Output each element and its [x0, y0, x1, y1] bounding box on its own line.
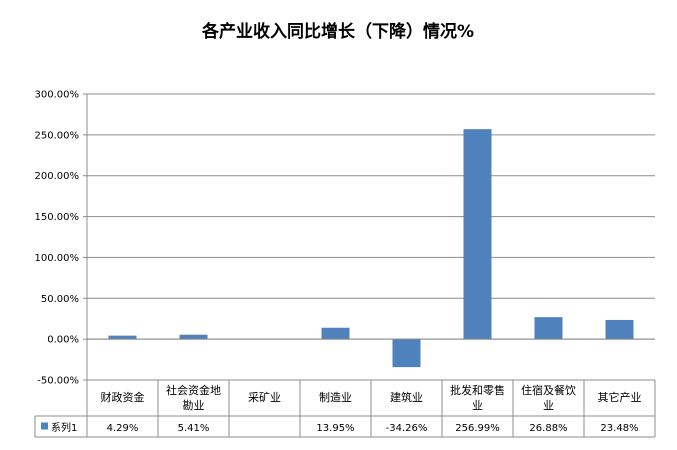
bar — [463, 129, 492, 340]
category-label: 制造业 — [319, 390, 352, 404]
category-label: 采矿业 — [248, 391, 281, 404]
y-tick-label: 100.00% — [35, 253, 80, 264]
category-label: 住宿及餐饮业 — [521, 383, 576, 412]
y-tick-label: 300.00% — [35, 90, 80, 101]
data-value-label: 4.29% — [107, 423, 139, 434]
category-label: 建筑业 — [390, 390, 423, 404]
data-value-label: 256.99% — [455, 423, 500, 434]
y-tick-label: 250.00% — [35, 130, 80, 141]
data-value-label: 23.48% — [600, 423, 638, 434]
bar — [321, 327, 350, 340]
data-value-label: -34.26% — [386, 423, 428, 434]
category-label: 社会资金地勘业 — [166, 383, 221, 412]
y-tick-label: 50.00% — [41, 294, 79, 305]
bar — [605, 319, 634, 340]
bar — [108, 335, 137, 340]
bars-layer — [108, 129, 634, 368]
legend-label: 系列1 — [51, 421, 77, 434]
axis-layer — [86, 94, 655, 380]
data-value-label: 5.41% — [178, 423, 210, 434]
category-label: 批发和零售业 — [450, 383, 505, 412]
data-value-label: 13.95% — [316, 423, 354, 434]
chart-title: 各产业收入同比增长（下降）情况% — [201, 21, 474, 42]
data-value-label: 26.88% — [529, 423, 567, 434]
y-tick-label: -50.00% — [37, 376, 79, 387]
bar — [179, 334, 208, 340]
y-tick-label: 200.00% — [35, 171, 80, 182]
y-tick-labels: 300.00% 250.00% 200.00% 150.00% 100.00% 50.00… — [35, 90, 80, 387]
bar — [392, 339, 421, 368]
y-tick-label: 0.00% — [47, 335, 79, 346]
legend-swatch — [41, 422, 48, 430]
bar — [534, 317, 563, 340]
grid-layer — [83, 93, 655, 381]
y-tick-label: 150.00% — [35, 212, 80, 223]
category-label: 其它产业 — [598, 390, 642, 404]
category-label: 财政资金 — [101, 390, 145, 404]
